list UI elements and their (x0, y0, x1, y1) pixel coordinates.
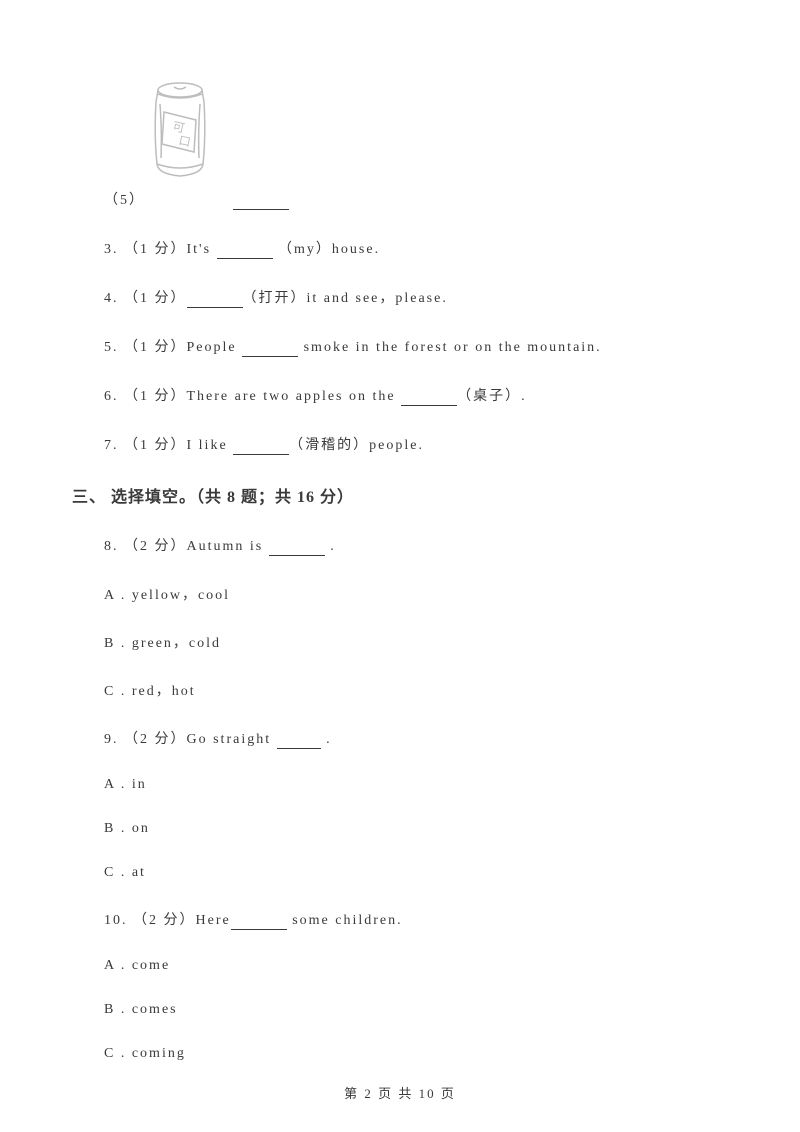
opt-letter: A . (104, 958, 126, 973)
q-points: （1 分） (124, 438, 187, 453)
q-text-after: （my）house. (273, 242, 381, 257)
mc10-option-b: B . comes (104, 1002, 728, 1018)
q-blank (233, 438, 289, 455)
q-number: 4. (104, 291, 119, 306)
q-number: 7. (104, 438, 119, 453)
q-text-after: （打开）it and see，please. (243, 291, 448, 306)
q-number: 10. (104, 913, 128, 928)
opt-letter: A . (104, 588, 126, 603)
q-stem-after: . (321, 732, 332, 747)
opt-letter: B . (104, 821, 126, 836)
mc9-option-a: A . in (104, 777, 728, 793)
q-blank (242, 340, 298, 357)
section-3-heading: 三、 选择填空。（共 8 题；共 16 分） (72, 483, 728, 507)
opt-letter: C . (104, 865, 126, 880)
opt-letter: C . (104, 684, 126, 699)
q-text-before: I like (187, 438, 234, 453)
q-points: （2 分） (133, 913, 196, 928)
mc8-option-c: C . red，hot (104, 680, 728, 700)
q-text-before: There are two apples on the (187, 389, 402, 404)
q-points: （2 分） (124, 732, 187, 747)
svg-text:口: 口 (177, 133, 192, 149)
opt-letter: B . (104, 1002, 126, 1017)
q-stem-before: Here (196, 913, 231, 928)
q-number: 8. (104, 539, 119, 554)
q-blank (187, 291, 243, 308)
mc10-option-c: C . coming (104, 1046, 728, 1062)
q-blank (277, 732, 321, 749)
q-blank (269, 539, 325, 556)
mc-question-10: 10. （2 分）Here some children. (104, 909, 728, 930)
q-stem-before: Go straight (187, 732, 277, 747)
q-blank (217, 242, 273, 259)
q-points: （1 分） (124, 340, 187, 355)
opt-text: yellow，cool (126, 588, 230, 603)
q-text-after: （滑稽的）people. (289, 438, 424, 453)
can-illustration: 可 口 (144, 80, 728, 185)
question-5-image-blank: （5） (104, 189, 728, 210)
mc-question-8: 8. （2 分）Autumn is . (104, 535, 728, 556)
opt-text: red，hot (126, 684, 195, 699)
opt-text: come (126, 958, 170, 973)
q-number: 5. (104, 340, 119, 355)
q-stem-after: some children. (287, 913, 403, 928)
q5-number: （5） (104, 193, 145, 208)
fill-question-3: 3. （1 分）It's （my）house. (104, 238, 728, 259)
opt-text: comes (126, 1002, 177, 1017)
q-points: （2 分） (124, 539, 187, 554)
q-number: 6. (104, 389, 119, 404)
q-blank (231, 913, 287, 930)
opt-text: coming (126, 1046, 186, 1061)
opt-text: on (126, 821, 150, 836)
fill-question-5: 5. （1 分）People smoke in the forest or on… (104, 336, 728, 357)
q-points: （1 分） (124, 389, 187, 404)
q-text-before: It's (187, 242, 217, 257)
q-number: 3. (104, 242, 119, 257)
opt-text: green，cold (126, 636, 221, 651)
opt-text: in (126, 777, 146, 792)
q-text-before: People (187, 340, 243, 355)
mc9-option-c: C . at (104, 865, 728, 881)
page-footer: 第 2 页 共 10 页 (0, 1083, 800, 1102)
q-blank (401, 389, 457, 406)
mc8-option-b: B . green，cold (104, 632, 728, 652)
q-text-after: （桌子）. (457, 389, 527, 404)
mc-question-9: 9. （2 分）Go straight . (104, 728, 728, 749)
opt-letter: A . (104, 777, 126, 792)
q-text-after: smoke in the forest or on the mountain. (298, 340, 602, 355)
fill-question-6: 6. （1 分）There are two apples on the （桌子）… (104, 385, 728, 406)
q-points: （1 分） (124, 242, 187, 257)
mc10-option-a: A . come (104, 958, 728, 974)
opt-letter: C . (104, 1046, 126, 1061)
q-number: 9. (104, 732, 119, 747)
opt-letter: B . (104, 636, 126, 651)
fill-question-4: 4. （1 分） （打开）it and see，please. (104, 287, 728, 308)
fill-question-7: 7. （1 分）I like （滑稽的）people. (104, 434, 728, 455)
mc9-option-b: B . on (104, 821, 728, 837)
q5-blank (233, 193, 289, 210)
q-points: （1 分） (124, 291, 187, 306)
opt-text: at (126, 865, 146, 880)
q-stem-after: . (325, 539, 336, 554)
q-stem-before: Autumn is (187, 539, 269, 554)
mc8-option-a: A . yellow，cool (104, 584, 728, 604)
